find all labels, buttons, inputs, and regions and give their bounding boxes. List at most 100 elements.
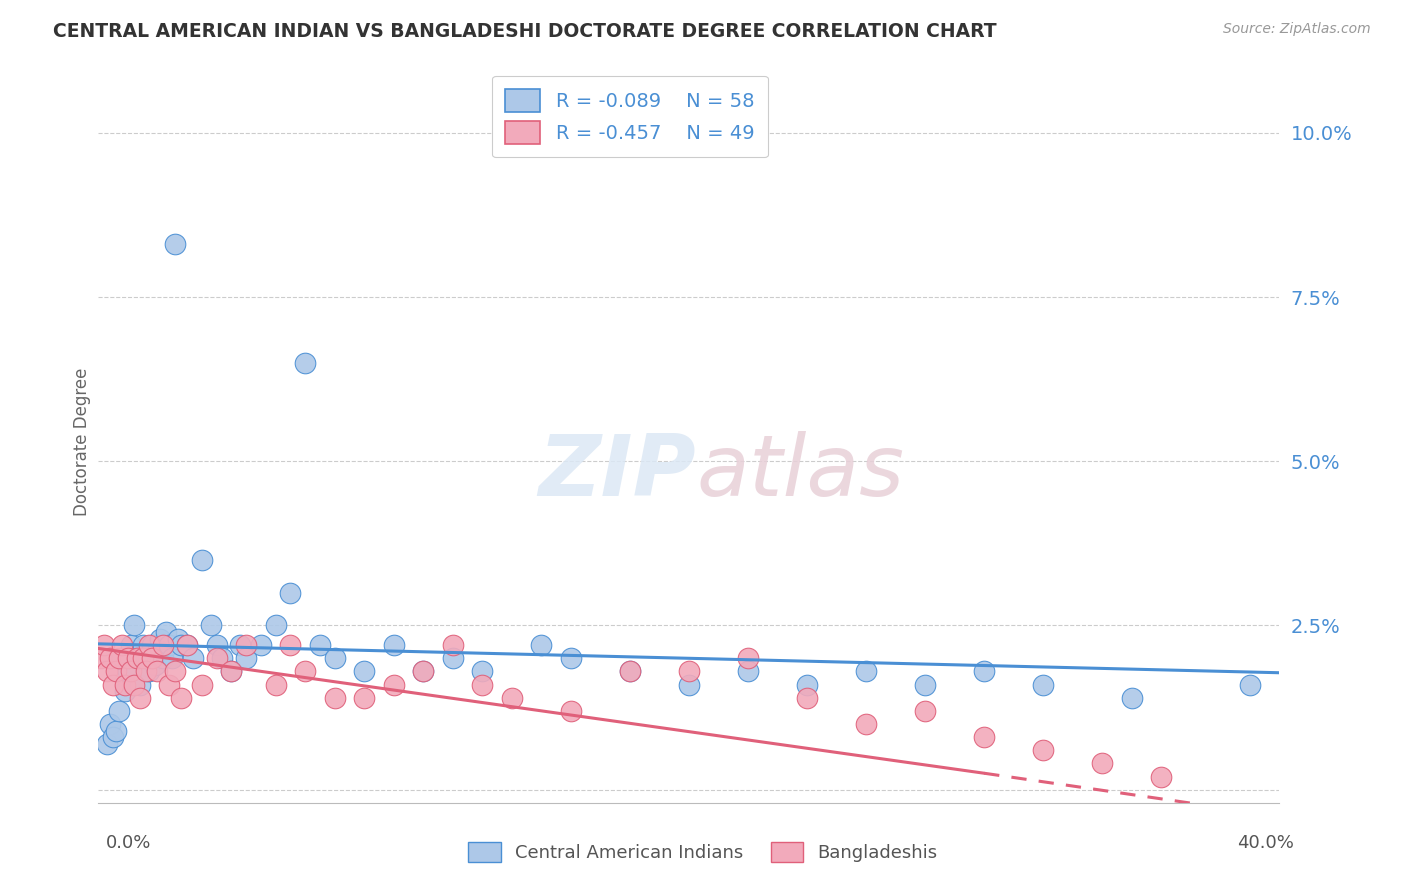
Point	[176, 638, 198, 652]
Point	[855, 717, 877, 731]
Point	[135, 651, 157, 665]
Point	[737, 651, 759, 665]
Point	[165, 665, 187, 679]
Point	[152, 651, 174, 665]
Point	[170, 638, 193, 652]
Point	[138, 665, 160, 679]
Point	[382, 638, 405, 652]
Point	[200, 618, 222, 632]
Point	[108, 704, 131, 718]
Point	[211, 651, 233, 665]
Point	[105, 665, 128, 679]
Point	[973, 665, 995, 679]
Point	[221, 665, 243, 679]
Point	[108, 651, 131, 665]
Point	[128, 690, 150, 705]
Point	[412, 665, 434, 679]
Point	[264, 677, 287, 691]
Point	[120, 638, 142, 652]
Point	[167, 632, 190, 646]
Point	[98, 651, 121, 665]
Point	[205, 638, 228, 652]
Point	[323, 690, 346, 705]
Point	[250, 638, 273, 652]
Point	[678, 665, 700, 679]
Point	[1091, 756, 1114, 771]
Point	[855, 665, 877, 679]
Point	[96, 665, 118, 679]
Point	[155, 625, 177, 640]
Point	[221, 665, 243, 679]
Y-axis label: Doctorate Degree: Doctorate Degree	[73, 368, 91, 516]
Point	[157, 638, 180, 652]
Point	[170, 690, 193, 705]
Point	[191, 553, 214, 567]
Point	[162, 651, 183, 665]
Point	[471, 677, 494, 691]
Point	[280, 638, 302, 652]
Point	[191, 677, 214, 691]
Text: 40.0%: 40.0%	[1237, 834, 1294, 852]
Point	[309, 638, 332, 652]
Point	[117, 665, 139, 679]
Point	[128, 677, 150, 691]
Point	[914, 704, 936, 718]
Point	[143, 657, 166, 672]
Point	[1032, 743, 1054, 757]
Point	[1032, 677, 1054, 691]
Point	[973, 730, 995, 744]
Point	[560, 651, 582, 665]
Point	[114, 684, 136, 698]
Point	[103, 730, 125, 744]
Point	[235, 651, 257, 665]
Point	[176, 638, 198, 652]
Point	[205, 651, 228, 665]
Point	[294, 665, 316, 679]
Point	[796, 677, 818, 691]
Point	[135, 665, 157, 679]
Point	[412, 665, 434, 679]
Point	[501, 690, 523, 705]
Point	[122, 677, 145, 691]
Point	[132, 638, 155, 652]
Point	[120, 665, 142, 679]
Text: CENTRAL AMERICAN INDIAN VS BANGLADESHI DOCTORATE DEGREE CORRELATION CHART: CENTRAL AMERICAN INDIAN VS BANGLADESHI D…	[53, 22, 997, 41]
Point	[146, 665, 169, 679]
Point	[114, 677, 136, 691]
Point	[181, 651, 204, 665]
Point	[111, 638, 134, 652]
Point	[530, 638, 553, 652]
Point	[353, 690, 375, 705]
Text: ZIP: ZIP	[538, 431, 696, 515]
Point	[90, 651, 112, 665]
Point	[323, 651, 346, 665]
Point	[165, 237, 187, 252]
Point	[157, 677, 180, 691]
Point	[146, 645, 169, 659]
Point	[1121, 690, 1143, 705]
Point	[117, 651, 139, 665]
Point	[96, 737, 118, 751]
Point	[264, 618, 287, 632]
Legend: Central American Indians, Bangladeshis: Central American Indians, Bangladeshis	[461, 835, 945, 870]
Point	[125, 651, 148, 665]
Text: atlas: atlas	[696, 431, 904, 515]
Point	[441, 651, 464, 665]
Text: Source: ZipAtlas.com: Source: ZipAtlas.com	[1223, 22, 1371, 37]
Point	[105, 723, 128, 738]
Point	[1239, 677, 1261, 691]
Text: 0.0%: 0.0%	[105, 834, 150, 852]
Point	[138, 638, 160, 652]
Point	[125, 651, 148, 665]
Point	[93, 638, 115, 652]
Point	[132, 651, 155, 665]
Point	[111, 651, 134, 665]
Point	[678, 677, 700, 691]
Point	[382, 677, 405, 691]
Point	[141, 651, 163, 665]
Point	[471, 665, 494, 679]
Point	[441, 638, 464, 652]
Point	[98, 717, 121, 731]
Point	[737, 665, 759, 679]
Point	[122, 618, 145, 632]
